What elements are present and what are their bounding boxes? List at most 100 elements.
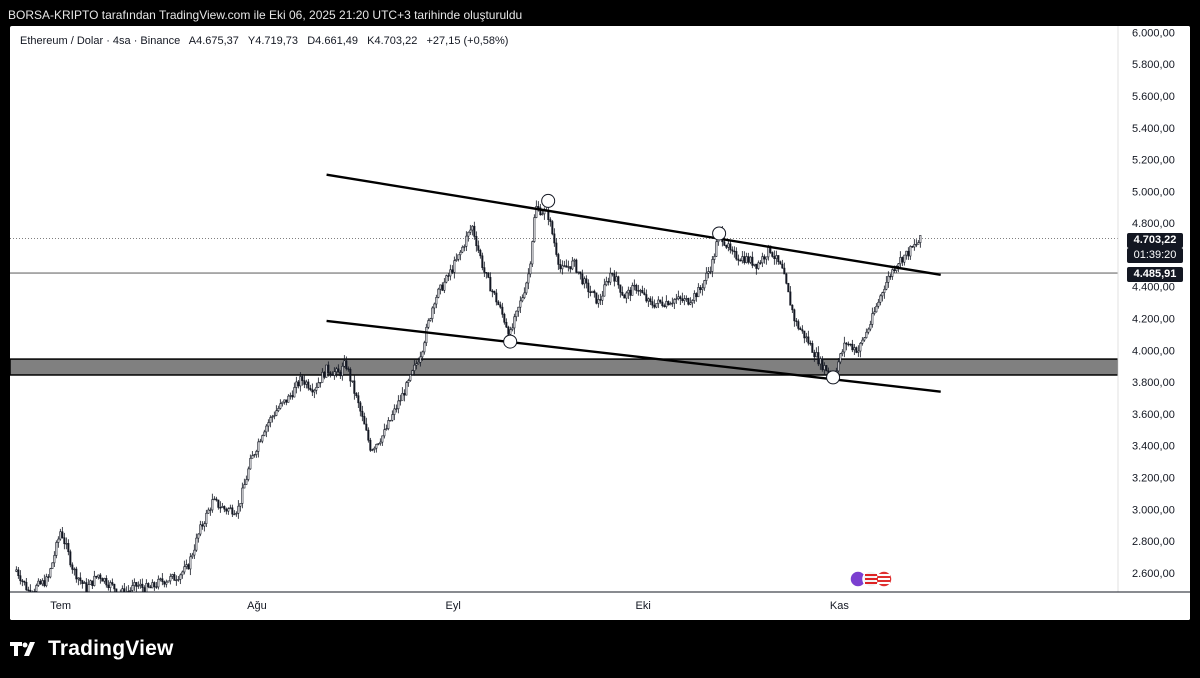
candle-body	[405, 382, 408, 396]
candle-body	[259, 440, 262, 443]
candle	[421, 350, 424, 361]
candle	[801, 325, 804, 334]
candle-body	[639, 290, 642, 292]
candle	[499, 301, 502, 309]
candle	[203, 521, 206, 532]
candle	[509, 326, 512, 336]
candle	[653, 299, 656, 309]
candle-body	[587, 282, 590, 293]
candle-body	[613, 273, 616, 282]
price-tick-label: 2.800,00	[1132, 536, 1175, 548]
candle-body	[211, 499, 214, 511]
candle	[741, 250, 744, 264]
candle-body	[503, 314, 506, 323]
candle-body	[651, 301, 654, 306]
touch-point-marker[interactable]	[541, 193, 556, 208]
candle-body	[241, 487, 244, 504]
candle	[515, 310, 518, 322]
candle	[693, 290, 696, 304]
candle	[47, 574, 50, 582]
candle-body	[685, 298, 688, 300]
candle	[861, 337, 864, 346]
candle-body	[887, 275, 890, 283]
candle-body	[509, 329, 512, 335]
candle-body	[739, 260, 742, 262]
candle	[61, 526, 64, 539]
candle	[777, 255, 780, 265]
candle-body	[291, 395, 294, 398]
candle	[389, 419, 392, 422]
candle	[463, 244, 466, 252]
candle	[785, 272, 788, 285]
candle-body	[221, 506, 224, 508]
chart-panel[interactable]: 6.000,00 5.800,00 5.600,00 5.400,00 5.200,00…	[10, 26, 1190, 620]
candle-body	[389, 419, 392, 422]
touch-point-marker[interactable]	[503, 334, 518, 349]
candle	[877, 298, 880, 309]
candle	[157, 575, 160, 590]
candle	[599, 293, 602, 306]
candle	[409, 373, 412, 382]
candle	[491, 289, 494, 298]
candle-body	[337, 368, 340, 373]
candle-body	[801, 329, 804, 332]
candle	[165, 579, 168, 588]
grid-layer	[10, 238, 1118, 274]
axis-layer: 6.000,00 5.800,00 5.600,00 5.400,00 5.200,00…	[10, 26, 1190, 620]
time-tick-label: Kas	[830, 600, 849, 612]
candle-body	[699, 287, 702, 290]
candle	[447, 273, 450, 282]
candle-body	[133, 582, 136, 586]
candle	[347, 366, 350, 372]
candle-body	[105, 578, 108, 586]
candle-body	[189, 556, 192, 570]
candle-body	[187, 564, 190, 570]
symbol-legend[interactable]: Ethereum / Dolar · 4sa · Binance A4.675,…	[20, 35, 508, 47]
candle	[663, 303, 666, 308]
price-tick-label: 3.200,00	[1132, 473, 1175, 485]
candle	[513, 313, 516, 335]
candle	[797, 319, 800, 331]
touch-point-marker[interactable]	[826, 370, 841, 385]
touch-point-marker[interactable]	[712, 226, 727, 241]
candle-body	[511, 327, 514, 330]
candle	[891, 268, 894, 280]
candle	[451, 265, 454, 275]
candle	[779, 260, 782, 265]
candle	[781, 259, 784, 269]
candle	[237, 500, 240, 519]
candle-body	[753, 263, 756, 266]
candle-body	[469, 229, 472, 233]
candle-body	[495, 292, 498, 303]
candle-body	[159, 578, 162, 580]
candle-body	[737, 258, 740, 261]
candle	[885, 276, 888, 291]
ohlc-low: D4.661,49	[307, 35, 358, 47]
candle-body	[215, 498, 218, 501]
trendline-upper[interactable]	[326, 173, 941, 277]
flag-icons[interactable]	[848, 569, 894, 589]
candle	[489, 272, 492, 292]
candle-body	[551, 221, 554, 235]
candle-body	[803, 330, 806, 339]
candle	[417, 357, 420, 365]
candle	[399, 394, 402, 406]
candle-body	[89, 580, 92, 585]
candle	[871, 307, 874, 328]
candle-body	[439, 284, 442, 290]
candle	[503, 312, 506, 325]
candle-body	[891, 269, 894, 277]
candle	[553, 228, 556, 247]
candle-body	[251, 455, 254, 459]
candle	[177, 575, 180, 582]
candle-body	[903, 254, 906, 263]
candle-body	[77, 577, 80, 580]
price-chart[interactable]: 6.000,00 5.800,00 5.600,00 5.400,00 5.200,00…	[10, 26, 1190, 620]
candle	[759, 260, 762, 265]
candle-body	[751, 256, 754, 266]
trendline-lower[interactable]	[326, 319, 941, 393]
candle-body	[631, 285, 634, 296]
candle	[851, 339, 854, 353]
trendlines-layer[interactable]	[326, 173, 941, 393]
candle	[89, 579, 92, 585]
